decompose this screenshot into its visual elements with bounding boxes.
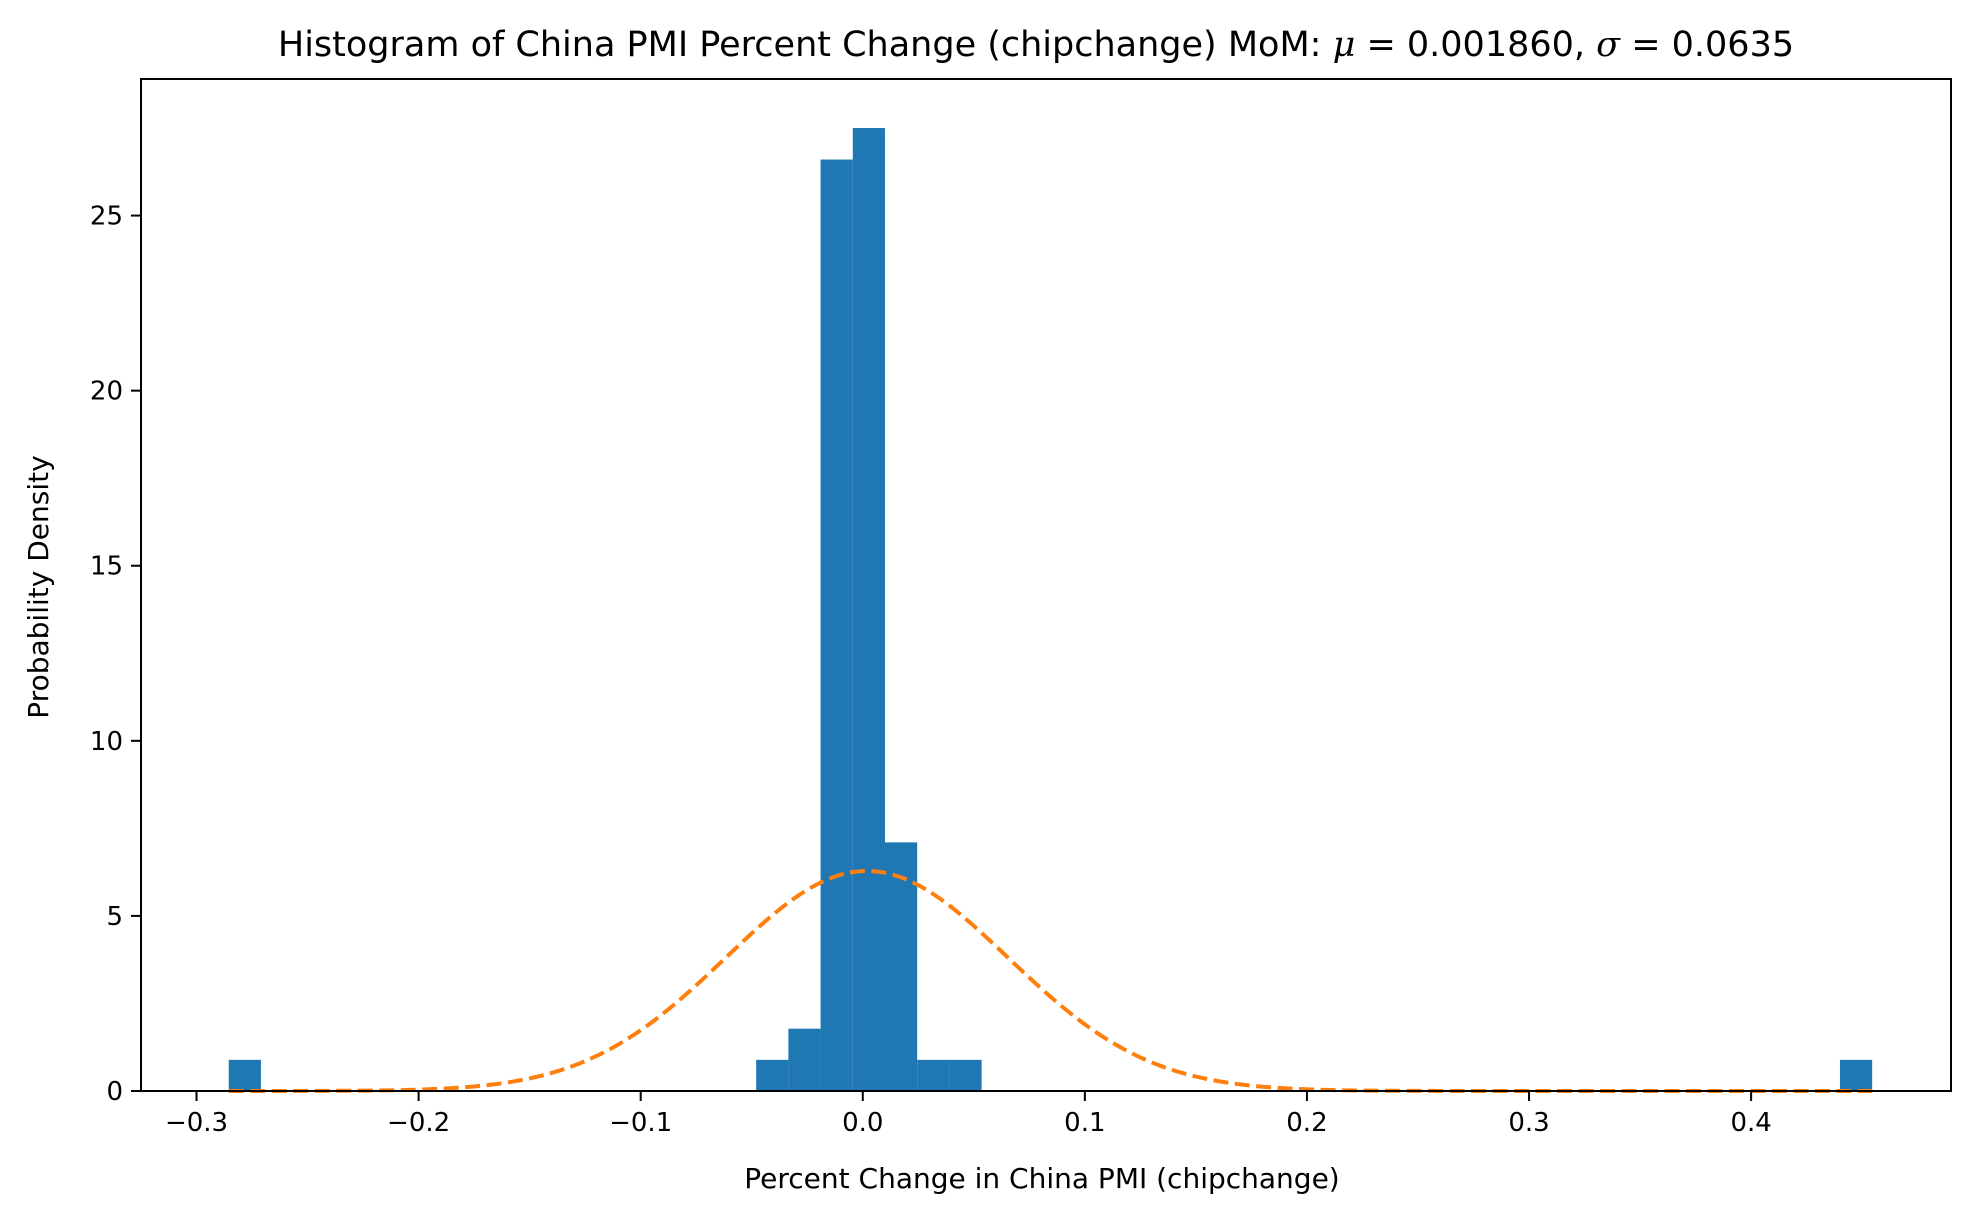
- y-axis-ticks: 0 5 10 15 20 25: [90, 202, 141, 1107]
- histogram-bar: [949, 1059, 982, 1091]
- x-axis-label: Percent Change in China PMI (chipchange): [744, 1162, 1339, 1195]
- x-tick-label: −0.1: [609, 1108, 672, 1138]
- y-tick-label: 10: [90, 727, 123, 757]
- x-tick-label: 0.4: [1730, 1108, 1771, 1138]
- histogram-bar: [820, 159, 853, 1091]
- y-tick-label: 20: [90, 377, 123, 407]
- y-tick-label: 5: [106, 902, 123, 932]
- x-tick-label: 0.0: [842, 1108, 883, 1138]
- histogram-bar: [1839, 1059, 1873, 1091]
- x-tick-label: −0.2: [387, 1108, 450, 1138]
- x-tick-label: 0.1: [1064, 1108, 1105, 1138]
- y-axis-label: Probability Density: [22, 455, 55, 718]
- plot-frame: [140, 78, 1952, 1092]
- x-tick-label: −0.3: [165, 1108, 228, 1138]
- y-tick-label: 25: [90, 202, 123, 232]
- chart-title: Histogram of China PMI Percent Change (c…: [278, 25, 1794, 65]
- histogram-bar: [917, 1059, 950, 1091]
- histogram-bar: [228, 1059, 261, 1091]
- y-tick-label: 15: [90, 552, 123, 582]
- normal-pdf-line: [228, 869, 1873, 1093]
- y-tick-label: 0: [106, 1077, 123, 1107]
- x-tick-label: 0.3: [1508, 1108, 1549, 1138]
- x-tick-label: 0.2: [1286, 1108, 1327, 1138]
- x-axis-ticks: −0.3 −0.2 −0.1 0.0 0.1 0.2 0.3 0.4: [165, 1091, 1772, 1138]
- histogram-bars: [228, 128, 1873, 1091]
- histogram-bar: [756, 1059, 789, 1091]
- histogram-bar: [884, 842, 918, 1091]
- histogram-bar: [788, 1028, 821, 1091]
- histogram-bar: [852, 128, 885, 1091]
